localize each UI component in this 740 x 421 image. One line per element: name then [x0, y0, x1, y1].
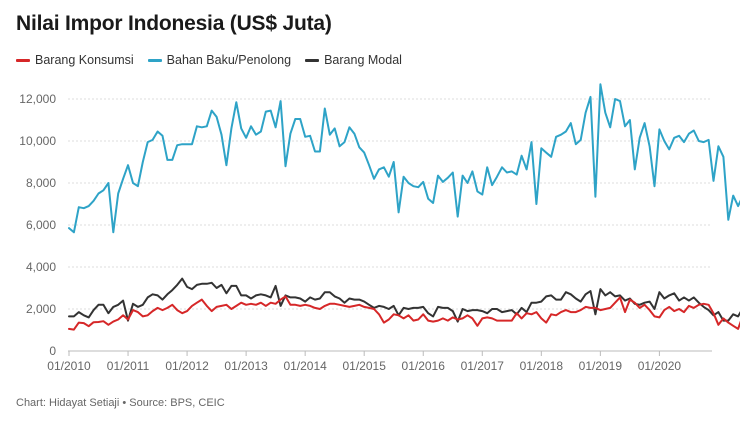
legend: Barang Konsumsi Bahan Baku/Penolong Bara…: [16, 53, 402, 67]
legend-item-capital-goods: Barang Modal: [305, 53, 402, 67]
series-line-capital-goods: [68, 277, 740, 323]
x-tick-label: 01/2015: [343, 359, 387, 373]
x-tick-label: 01/2010: [47, 359, 91, 373]
legend-swatch-capital-goods: [305, 58, 320, 62]
x-tick-label: 01/2011: [107, 359, 150, 373]
legend-label-raw-materials: Bahan Baku/Penolong: [166, 53, 292, 67]
legend-swatch-raw-materials: [147, 58, 162, 62]
x-tick-label: 01/2016: [402, 359, 446, 373]
x-tick-label: 01/2017: [461, 359, 505, 373]
legend-item-raw-materials: Bahan Baku/Penolong: [147, 53, 292, 67]
x-tick-label: 01/2014: [283, 359, 327, 373]
series-line-raw-materials: [68, 83, 740, 234]
series-layer: [68, 83, 740, 331]
y-tick-label: 8,000: [26, 176, 56, 190]
legend-label-consumer-goods: Barang Konsumsi: [35, 53, 134, 67]
legend-label-capital-goods: Barang Modal: [324, 53, 402, 67]
axis-layer: 0 2,000 4,000 6,000 8,000 10,000 12,000 01/2010…: [19, 92, 681, 373]
grid-layer: [68, 98, 712, 352]
x-tick-label: 01/2020: [638, 359, 682, 373]
y-tick-label: 12,000: [19, 92, 56, 106]
y-tick-label: 6,000: [26, 218, 56, 232]
x-tick-label: 01/2013: [224, 359, 268, 373]
x-tick-label: 01/2018: [520, 359, 564, 373]
y-tick-label: 10,000: [19, 134, 56, 148]
series-line-consumer-goods: [68, 295, 740, 331]
x-tick-label: 01/2012: [165, 359, 209, 373]
legend-item-consumer-goods: Barang Konsumsi: [16, 53, 134, 67]
y-tick-label: 4,000: [26, 260, 56, 274]
source-credit: Chart: Hidayat Setiaji • Source: BPS, CE…: [16, 397, 225, 409]
x-tick-label: 01/2019: [579, 359, 623, 373]
chart-title: Nilai Impor Indonesia (US$ Juta): [16, 12, 332, 35]
y-tick-label: 0: [49, 344, 56, 358]
y-tick-label: 2,000: [26, 302, 56, 316]
legend-swatch-consumer-goods: [16, 58, 30, 62]
